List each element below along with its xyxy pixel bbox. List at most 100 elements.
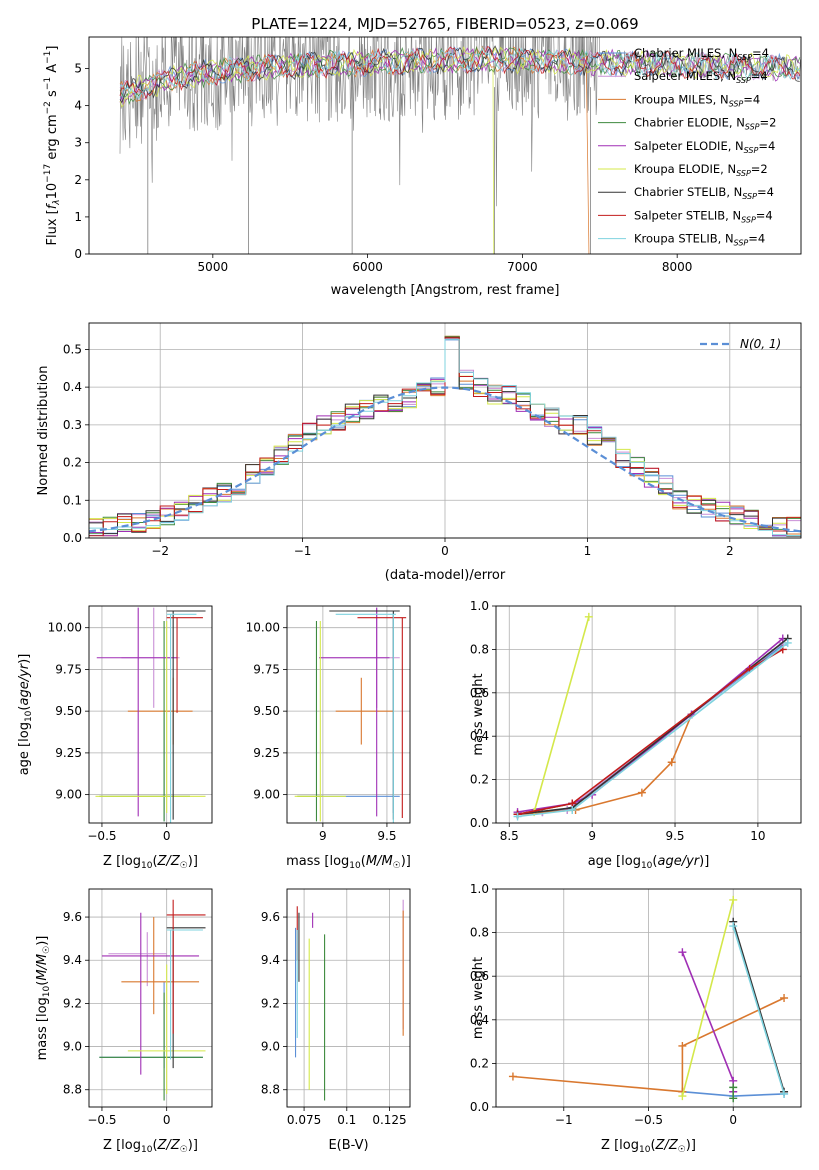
panel-age-vs-mass: 9 9.5 9.00 9.25 9.50 9.75 10.00 mass [log10(M/M… xyxy=(246,605,411,871)
legend-label: Salpeter MILES, NSSP=4 xyxy=(634,69,768,85)
y-axis-label: mass weight xyxy=(471,673,486,755)
panel-residual-histogram: −2 −1 0 1 2 0.0 0.1 0.2 0.3 0.4 0.5 N(0, 1) (data-mo… xyxy=(36,322,802,583)
x-tick-label: 8000 xyxy=(662,260,693,274)
x-tick-label: −0.5 xyxy=(634,1113,663,1127)
series-line xyxy=(732,925,785,1095)
panel-weight-vs-metallicity: −1 −0.5 0 0.0 0.2 0.4 0.6 0.8 1.0 Z [log10(Z/Z☉)]… xyxy=(470,882,802,1155)
y-tick-label: 4 xyxy=(74,99,82,113)
y-tick-label: 1.0 xyxy=(470,882,489,896)
x-axis-label: (data-model)/error xyxy=(385,568,506,583)
x-tick-label: −1 xyxy=(555,1113,573,1127)
y-tick-label: 0.2 xyxy=(470,773,489,787)
axes-frame xyxy=(88,888,213,1108)
y-tick-label: 9.4 xyxy=(63,953,82,967)
y-tick-label: 1.0 xyxy=(470,599,489,613)
y-tick-label: 0 xyxy=(74,247,82,261)
x-tick-label: 0.125 xyxy=(372,1113,406,1127)
model-fit-line xyxy=(119,46,801,100)
panel-mass-vs-ebv: 0.075 0.1 0.125 8.8 9.0 9.2 9.4 9.6 E(B-V) xyxy=(261,888,411,1153)
y-tick-label: 5 xyxy=(74,62,82,76)
y-axis-label: Normed distribution xyxy=(36,366,51,496)
model-fit-line xyxy=(119,45,800,104)
y-tick-label: 9.6 xyxy=(63,910,82,924)
y-tick-label: 9.25 xyxy=(55,746,82,760)
y-tick-label: 2 xyxy=(74,173,82,187)
y-tick-label: 0.1 xyxy=(63,493,82,507)
series-marker xyxy=(678,1092,687,1101)
y-tick-label: 9.2 xyxy=(63,996,82,1010)
x-tick-label: −0.5 xyxy=(87,1113,116,1127)
y-tick-label: 0.0 xyxy=(470,816,489,830)
y-tick-label: 8.8 xyxy=(63,1083,82,1097)
x-tick-label: 9.5 xyxy=(377,829,396,843)
y-tick-label: 9.75 xyxy=(55,662,82,676)
y-tick-label: 0.8 xyxy=(470,926,489,940)
panel-spectrum: 5000 6000 7000 8000 0 1 2 3 4 5 Chabrier MILES, NS… xyxy=(43,36,802,298)
histogram-plot-area xyxy=(89,335,801,537)
x-tick-label: 0 xyxy=(163,829,171,843)
x-tick-label: 0 xyxy=(163,1113,171,1127)
y-axis-label: mass [log10(M/M☉)] xyxy=(35,936,52,1061)
series-marker xyxy=(729,1094,738,1103)
y-tick-label: 9.2 xyxy=(261,996,280,1010)
y-tick-label: 9.00 xyxy=(253,788,280,802)
axes-frame xyxy=(495,605,802,824)
line-plot-area xyxy=(508,895,789,1103)
y-tick-label: 0.2 xyxy=(63,456,82,470)
x-axis-label: age [log10(age/yr)] xyxy=(588,854,710,871)
y-tick-label: 0.5 xyxy=(63,342,82,356)
y-axis-label: mass weight xyxy=(471,957,486,1039)
x-axis-label: Z [log10(Z/Z☉)] xyxy=(103,854,198,871)
series-line xyxy=(517,637,784,813)
legend-label: Kroupa ELODIE, NSSP=2 xyxy=(634,162,768,178)
x-axis-label: Z [log10(Z/Z☉)] xyxy=(601,1138,696,1155)
errorbar-plot-area xyxy=(95,607,206,823)
y-tick-label: 10.00 xyxy=(246,621,280,635)
x-tick-label: 5000 xyxy=(198,260,229,274)
series-marker xyxy=(783,638,792,647)
errorbar-plot-area xyxy=(294,607,407,823)
x-tick-label: 2 xyxy=(726,544,734,558)
series-line xyxy=(517,714,693,816)
y-tick-label: 9.75 xyxy=(253,662,280,676)
axes-frame xyxy=(88,322,802,539)
axes-frame xyxy=(88,605,213,824)
legend-label: Salpeter STELIB, NSSP=4 xyxy=(634,208,773,224)
y-tick-label: 9.00 xyxy=(55,788,82,802)
y-axis-label: age [log10(age/yr)] xyxy=(17,654,34,776)
legend-label: Chabrier MILES, NSSP=4 xyxy=(634,46,769,62)
x-tick-label: 1 xyxy=(584,544,592,558)
y-tick-label: 0.0 xyxy=(470,1100,489,1114)
y-tick-label: 0.0 xyxy=(63,531,82,545)
series-line xyxy=(533,616,590,813)
legend-label: Kroupa MILES, NSSP=4 xyxy=(634,92,760,108)
y-tick-label: 0.4 xyxy=(470,1013,489,1027)
x-axis-label: E(B-V) xyxy=(328,1138,368,1153)
x-tick-label: 6000 xyxy=(352,260,383,274)
x-tick-label: 0.075 xyxy=(287,1113,321,1127)
y-tick-label: 0.8 xyxy=(470,642,489,656)
line-plot-area xyxy=(513,612,792,821)
legend-label: Chabrier ELODIE, NSSP=2 xyxy=(634,116,776,132)
series-marker xyxy=(667,758,676,767)
x-tick-label: 10 xyxy=(750,829,765,843)
y-tick-label: 0.6 xyxy=(470,969,489,983)
x-axis-label: mass [log10(M/M☉)] xyxy=(286,854,411,871)
x-tick-label: −2 xyxy=(151,544,169,558)
y-tick-label: 9.6 xyxy=(261,910,280,924)
x-tick-label: 0 xyxy=(729,1113,737,1127)
legend-label: N(0, 1) xyxy=(740,337,781,351)
x-tick-label: 0.1 xyxy=(337,1113,356,1127)
legend-label: Salpeter ELODIE, NSSP=4 xyxy=(634,139,775,155)
axes-frame xyxy=(286,605,411,824)
axes-frame xyxy=(88,36,802,255)
series-marker xyxy=(568,805,577,814)
y-tick-label: 1 xyxy=(74,210,82,224)
errorbar-plot-area xyxy=(99,899,206,1101)
series-marker xyxy=(780,1089,789,1098)
axes-frame xyxy=(286,888,411,1108)
y-axis-label: Flux [fλ10−17 erg cm−2 s−1 A−1] xyxy=(43,46,62,246)
series-marker xyxy=(729,1083,738,1092)
legend-label: Kroupa STELIB, NSSP=4 xyxy=(634,232,765,248)
